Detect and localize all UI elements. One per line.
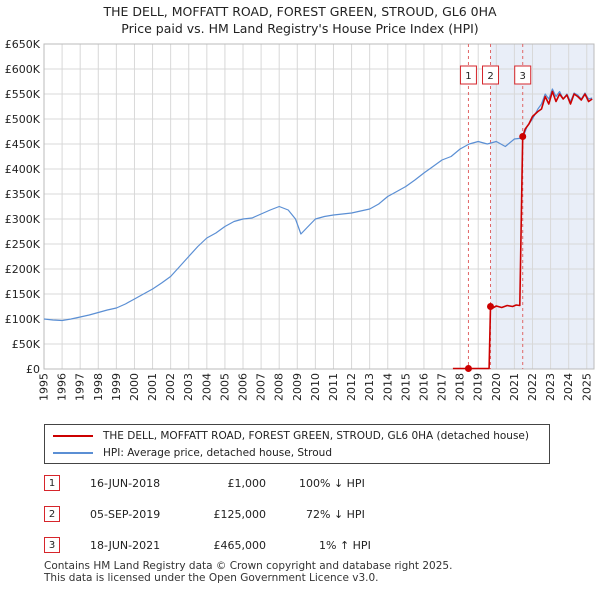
x-tick-label: 2023 — [544, 373, 557, 401]
transaction-number-badge: 1 — [44, 475, 60, 491]
y-tick-label: £350K — [5, 188, 41, 201]
x-tick-label: 2005 — [218, 373, 231, 401]
x-tick-label: 2022 — [526, 373, 539, 401]
transaction-price: £1,000 — [227, 477, 267, 490]
x-tick-label: 1997 — [74, 373, 87, 401]
x-tick-label: 2002 — [164, 373, 177, 401]
plot-frame — [43, 43, 595, 370]
shaded-region — [490, 44, 594, 369]
transaction-row: 3 18-JUN-2021 £465,000 1% ↑ HPI — [44, 537, 464, 555]
x-tick-label: 2012 — [345, 373, 358, 401]
sale-point — [487, 303, 495, 310]
x-tick-label: 2008 — [273, 373, 286, 401]
y-tick-label: £200K — [5, 263, 41, 276]
legend-entry-hpi: HPI: Average price, detached house, Stro… — [53, 445, 332, 461]
x-tick-label: 2004 — [200, 373, 213, 401]
x-tick-label: 2006 — [237, 373, 250, 401]
x-tick-label: 1998 — [92, 373, 105, 401]
chart-subtitle: Price paid vs. HM Land Registry's House … — [121, 21, 479, 36]
price-chart: £0 £50K £100K £150K £200K £250K £300K £350K £400… — [5, 38, 595, 401]
sale-point — [464, 365, 472, 372]
sale-label-box — [459, 65, 477, 85]
transaction-hpi-diff: 1% ↑ HPI — [319, 539, 371, 552]
x-tick-label: 2013 — [363, 373, 376, 401]
transaction-price: £125,000 — [213, 508, 267, 521]
x-tick-label: 2021 — [508, 373, 521, 401]
sale-label-box — [482, 65, 500, 85]
y-tick-label: £550K — [5, 88, 41, 101]
transaction-hpi-diff: 72% ↓ HPI — [306, 508, 365, 521]
footer-copyright: Contains HM Land Registry data © Crown c… — [44, 560, 453, 572]
sale-label-box — [514, 65, 532, 85]
y-tick-label: £300K — [5, 213, 41, 226]
sale-label: 3 — [520, 71, 526, 82]
y-tick-label: £250K — [5, 238, 41, 251]
x-tick-label: 2024 — [562, 373, 575, 401]
chart-title: THE DELL, MOFFATT ROAD, FOREST GREEN, ST… — [103, 4, 497, 19]
x-tick-label: 2020 — [490, 373, 503, 401]
x-tick-label: 2014 — [381, 373, 394, 401]
transaction-number-badge: 2 — [44, 506, 60, 522]
y-tick-label: £0 — [26, 363, 40, 376]
y-tick-label: £500K — [5, 113, 41, 126]
x-tick-label: 2016 — [417, 373, 430, 401]
x-tick-label: 2019 — [472, 373, 485, 401]
chart-legend: THE DELL, MOFFATT ROAD, FOREST GREEN, ST… — [44, 424, 550, 464]
y-tick-label: £600K — [5, 63, 41, 76]
sale-point — [519, 133, 527, 140]
legend-swatch-hpi — [53, 452, 93, 454]
x-tick-label: 2015 — [399, 373, 412, 401]
x-tick-label: 1996 — [56, 373, 69, 401]
transaction-row: 1 16-JUN-2018 £1,000 100% ↓ HPI — [44, 475, 464, 493]
y-tick-label: £450K — [5, 138, 41, 151]
legend-label-property: THE DELL, MOFFATT ROAD, FOREST GREEN, ST… — [103, 430, 529, 442]
footer-licence: This data is licensed under the Open Gov… — [44, 572, 379, 584]
sale-label: 1 — [465, 71, 471, 82]
legend-entry-property: THE DELL, MOFFATT ROAD, FOREST GREEN, ST… — [53, 428, 529, 444]
x-tick-label: 2017 — [436, 373, 449, 401]
y-tick-label: £400K — [5, 163, 41, 176]
transaction-price: £465,000 — [213, 539, 267, 552]
x-tick-label: 2007 — [255, 373, 268, 401]
y-tick-label: £50K — [12, 338, 41, 351]
x-tick-label: 2001 — [146, 373, 159, 401]
transaction-hpi-diff: 100% ↓ HPI — [299, 477, 365, 490]
transaction-number-badge: 3 — [44, 537, 60, 553]
x-tick-label: 2011 — [327, 373, 340, 401]
x-tick-label: 2025 — [580, 373, 593, 401]
transaction-date: 16-JUN-2018 — [90, 477, 161, 490]
y-tick-label: £650K — [5, 38, 41, 51]
transaction-date: 18-JUN-2021 — [90, 539, 161, 552]
hpi-line — [43, 88, 593, 322]
y-tick-label: £150K — [5, 288, 41, 301]
legend-label-hpi: HPI: Average price, detached house, Stro… — [103, 447, 332, 459]
x-tick-label: 2018 — [454, 373, 467, 401]
sale-label: 2 — [487, 71, 493, 82]
property-price-line — [452, 90, 593, 370]
x-tick-label: 1995 — [38, 373, 51, 401]
x-tick-label: 2009 — [291, 373, 304, 401]
x-tick-label: 1999 — [110, 373, 123, 401]
x-tick-label: 2010 — [309, 373, 322, 401]
transaction-date: 05-SEP-2019 — [90, 508, 161, 521]
x-tick-label: 2003 — [182, 373, 195, 401]
y-tick-label: £100K — [5, 313, 41, 326]
x-tick-label: 2000 — [128, 373, 141, 401]
legend-swatch-property — [53, 435, 93, 437]
transaction-row: 2 05-SEP-2019 £125,000 72% ↓ HPI — [44, 506, 464, 524]
